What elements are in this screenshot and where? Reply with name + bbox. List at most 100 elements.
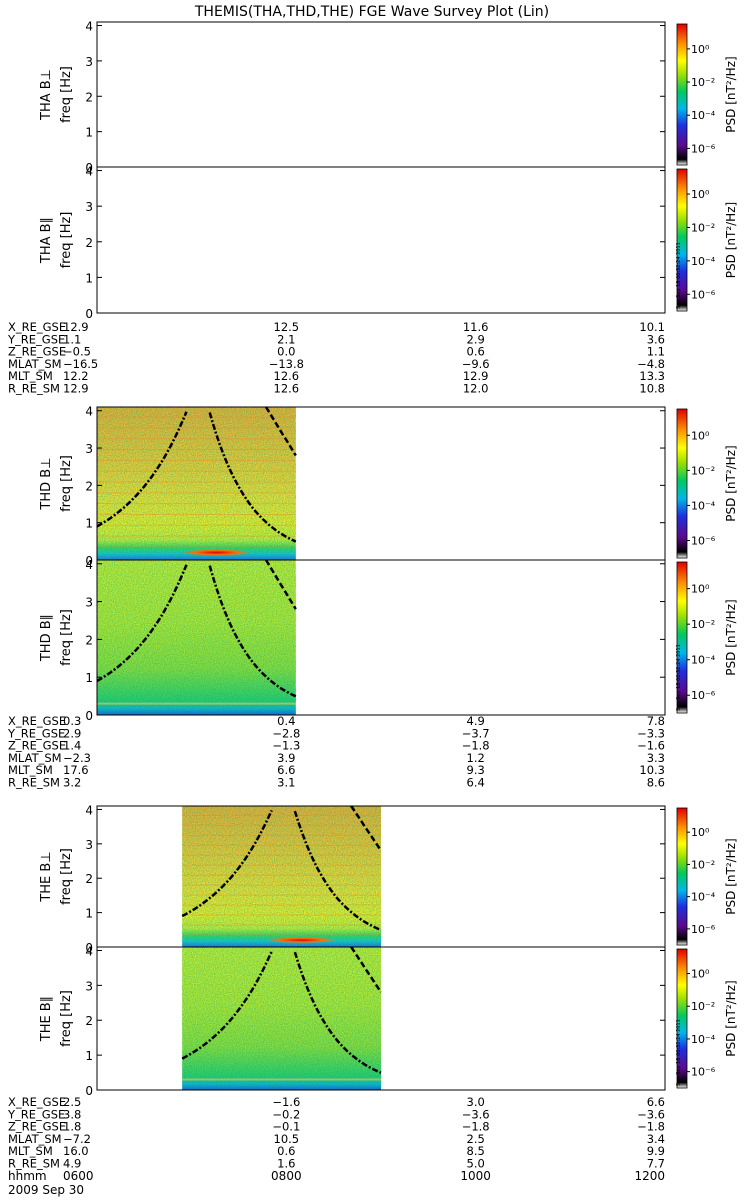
colorbar [676,561,688,714]
colorbar [676,807,688,946]
creation-stamp: Sun Sep 18 00:32:24 2011 [676,242,682,309]
spectrogram-speckle [182,947,381,1090]
freq-tick-label: 3 [85,979,93,993]
colorbar-label: PSD [nT²/Hz] [724,445,738,521]
colorbar-tick-label: 10⁰ [691,43,710,56]
freq-tick-label: 4 [85,944,93,958]
ephemeris-value: −3.6 [637,1107,665,1121]
ephemeris-value: 9.9 [647,1144,665,1158]
freq-tick-label: 2 [85,90,93,104]
colorbar-tick-label: 10⁻² [691,464,715,477]
colorbar-tick-label: 10⁰ [691,429,710,442]
ephemeris-value: 2.1 [277,332,295,346]
colorbar-tick-label: 10⁻² [691,1000,715,1013]
ephemeris-value: 2.9 [63,726,81,740]
gyrofreq-curve-falling [293,810,382,932]
ephemeris-name: X_RE_GSE [8,1095,66,1109]
spectrogram-panels: 0 1 2 3 4 THA B⊥ freq [Hz] 10⁰ 10⁻² 10⁻⁴ 10⁻⁶ PSD [… [39,20,738,1098]
ephemeris-value: 3.8 [63,1107,81,1121]
panel-frame [96,559,666,716]
freq-tick-label: 1 [85,126,93,140]
freq-tick-label: 0 [85,709,93,723]
ephemeris-value: 3.2 [63,776,81,790]
ephemeris-value: 12.6 [274,382,300,396]
ephemeris-value: 0.0 [277,345,295,359]
freq-tick-label: 3 [85,596,93,610]
ephemeris-value: 7.8 [647,714,665,728]
time-tick-label: 0800 [271,1169,302,1183]
freq-tick-label: 0 [85,307,93,321]
ephemeris-value: −1.8 [462,739,490,753]
ephemeris-value: 4.9 [467,714,485,728]
freq-tick-label: 3 [85,442,93,456]
ephemeris-name: Y_RE_GSE [7,1107,65,1121]
ephemeris-value: 6.4 [467,776,485,790]
colorbar-tick-label: 10⁻⁴ [691,1033,716,1046]
gyrofreq-curve-edge [350,946,383,993]
colorbar [676,168,688,312]
ephemeris-value: −3.6 [462,1107,490,1121]
ephemeris-value: 0.6 [277,1144,295,1158]
freq-tick-label: 4 [85,405,93,419]
ephemeris-value: 1.8 [63,1120,81,1134]
ephemeris-value: 7.7 [647,1157,665,1171]
freq-tick-label: 4 [85,20,93,34]
ephemeris-value: −3.3 [637,726,665,740]
ephemeris-name: Z_RE_GSE [8,345,66,359]
freq-axis-label: freq [Hz] [59,455,74,512]
colorbar [676,408,688,559]
colorbar-tick-label: 10⁰ [691,826,710,839]
plot-title: THEMIS(THA,THD,THE) FGE Wave Survey Plot… [194,4,549,20]
freq-tick-label: 1 [85,517,93,531]
freq-axis-label: freq [Hz] [59,609,74,666]
time-tick-label: 1200 [634,1169,665,1183]
ephemeris-name: MLAT_SM [8,751,62,765]
panel-frame [96,166,666,314]
time-tick-label: 0600 [63,1169,94,1183]
colorbar-label: PSD [nT²/Hz] [724,838,738,914]
ephemeris-value: 3.4 [647,1132,665,1146]
ephemeris-value: 17.6 [63,763,89,777]
ephemeris-value: 1.4 [63,739,81,753]
ephemeris-value: 9.3 [467,763,485,777]
colorbar [676,23,688,166]
ephemeris-value: 2.5 [467,1132,485,1146]
ephemeris-name: R_RE_SM [8,1157,60,1171]
colorbar [676,948,688,1089]
ephemeris-value: −1.3 [272,739,300,753]
colorbar-tick-label: 10⁻⁴ [691,109,716,122]
ephemeris-value: 2.9 [467,332,485,346]
ephemeris-value: 12.9 [463,369,489,383]
freq-tick-label: 0 [85,1084,93,1098]
ephemeris-value: 1.1 [63,332,81,346]
ephemeris-name: MLT_SM [8,369,53,383]
gyrofreq-curve-falling [208,565,297,698]
time-axis-date: 2009 Sep 30 [8,1183,84,1197]
ephemeris-value: 10.5 [274,1132,300,1146]
freq-axis-label: freq [Hz] [59,66,74,123]
spectrogram-speckle [97,407,296,560]
freq-tick-label: 3 [85,200,93,214]
ephemeris-value: 12.5 [274,320,300,334]
ephemeris-value: 5.0 [467,1157,485,1171]
ephemeris-value: 12.2 [63,369,89,383]
ephemeris-value: −0.1 [272,1120,300,1134]
panel-frame [96,946,666,1091]
freq-axis-label: freq [Hz] [59,990,74,1047]
ephemeris-value: 6.6 [277,763,295,777]
ephemeris-value: 13.3 [639,369,665,383]
ephemeris-name: X_RE_GSE [8,320,66,334]
time-axis-name: hhmm [8,1169,47,1183]
panel-label: THE B⊥ [39,851,54,902]
panel-label: THD B∥ [39,614,54,662]
ephemeris-value: 3.1 [277,776,295,790]
panel-thd-perp: 0 1 2 3 4 THD B⊥ freq [Hz] 10⁰ 10⁻² 10⁻⁴ 10⁻⁶ PSD [… [39,405,738,568]
ephemeris-name: Y_RE_GSE [7,332,65,346]
ephemeris-value: −1.8 [462,1120,490,1134]
creation-stamp: Sun Sep 18 00:32:24 2011 [676,1019,682,1086]
ephemeris-value: 1.6 [277,1157,295,1171]
freq-tick-label: 0 [85,941,93,955]
